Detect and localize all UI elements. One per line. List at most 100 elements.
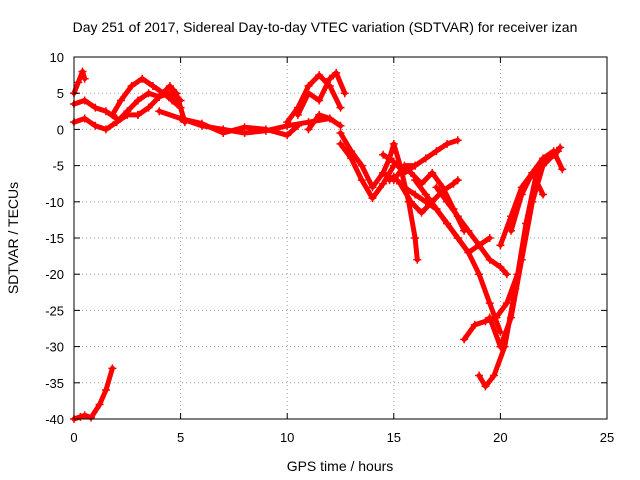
series-line (338, 141, 397, 201)
data-point (332, 68, 341, 77)
data-point (91, 103, 100, 112)
data-point (133, 96, 142, 105)
data-point (315, 96, 324, 105)
data-point (485, 234, 494, 242)
data-point (101, 386, 110, 395)
data-point (389, 172, 398, 181)
data-point (428, 168, 437, 177)
data-point (144, 103, 153, 112)
data-point (127, 81, 136, 90)
data-point (539, 190, 548, 199)
data-point (379, 150, 388, 159)
data-point (406, 197, 415, 206)
x-tick-label: 5 (177, 430, 184, 445)
data-point (347, 154, 356, 163)
data-point (148, 81, 157, 90)
data-point (496, 328, 505, 337)
data-point (400, 183, 409, 192)
data-point (138, 74, 147, 83)
data-point (507, 313, 516, 322)
data-point (379, 168, 388, 177)
series-line (433, 184, 510, 277)
series-arc-15 (379, 136, 462, 177)
data-point (304, 125, 313, 134)
data-point (293, 121, 302, 130)
data-point (411, 161, 420, 170)
data-point (101, 107, 110, 116)
series-arc-3 (70, 96, 121, 123)
data-point (325, 114, 334, 123)
data-point (155, 107, 164, 116)
data-point (406, 168, 415, 177)
data-point (453, 176, 462, 185)
data-point (340, 89, 349, 98)
data-point (481, 382, 490, 391)
data-point (464, 226, 473, 235)
data-point (475, 270, 484, 279)
data-point (549, 147, 558, 156)
series-line (487, 145, 563, 350)
series-arc-13 (336, 129, 420, 192)
series-line (306, 112, 343, 132)
data-point (460, 335, 469, 344)
x-tick-label: 10 (280, 430, 294, 445)
data-point (155, 92, 164, 101)
series-line (135, 83, 188, 125)
data-point (315, 71, 324, 80)
y-tick-label: -20 (45, 267, 64, 282)
data-point (80, 411, 89, 420)
y-axis-label: SDTVAR / TECUs (5, 182, 21, 294)
data-point (261, 125, 270, 134)
data-point (432, 183, 441, 192)
data-point (481, 317, 490, 326)
x-tick-label: 20 (493, 430, 507, 445)
data-point (78, 67, 87, 76)
data-point (240, 123, 249, 132)
y-tick-label: -15 (45, 231, 64, 246)
data-point (396, 179, 405, 188)
chart-title: Day 251 of 2017, Sidereal Day-to-day VTE… (73, 19, 578, 35)
y-tick-label: -5 (52, 159, 64, 174)
y-tick-label: 5 (57, 86, 64, 101)
data-point (80, 114, 89, 123)
x-tick-label: 25 (600, 430, 614, 445)
data-point (485, 313, 494, 322)
data-point (368, 194, 377, 203)
series-line (380, 137, 461, 176)
data-point (453, 136, 462, 145)
data-point (432, 147, 441, 156)
data-point (453, 212, 462, 221)
data-point (421, 154, 430, 163)
data-point (475, 241, 484, 250)
data-point (496, 241, 505, 250)
data-point (517, 183, 526, 192)
data-point (385, 176, 394, 185)
data-point (385, 154, 394, 163)
data-point (108, 364, 117, 373)
y-tick-label: -40 (45, 412, 64, 427)
y-tick-label: -30 (45, 340, 64, 355)
data-point (144, 89, 153, 98)
data-point (112, 118, 121, 127)
y-tick-label: 10 (50, 50, 64, 65)
data-point (496, 262, 505, 271)
data-point (539, 154, 548, 163)
data-point (95, 400, 104, 409)
data-point (556, 143, 565, 152)
series-arc-14 (336, 139, 398, 203)
data-point (304, 89, 313, 98)
data-point (470, 320, 479, 329)
data-point (325, 74, 334, 83)
series-arc-21 (432, 183, 511, 279)
data-point (558, 165, 567, 174)
data-point (389, 139, 398, 148)
series-line (284, 72, 343, 125)
x-tick-label: 15 (387, 430, 401, 445)
series-line (295, 70, 348, 118)
data-point (517, 255, 526, 264)
data-point (443, 219, 452, 228)
data-point (336, 121, 345, 130)
data-point (485, 299, 494, 308)
data-point (133, 110, 142, 119)
data-point (368, 183, 377, 192)
